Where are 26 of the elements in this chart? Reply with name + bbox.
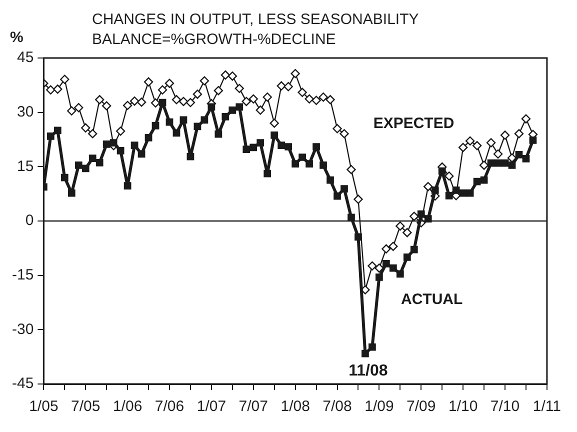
x-tick-label: 1/09 xyxy=(364,398,394,416)
chart-subtitle: BALANCE=%GROWTH-%DECLINE xyxy=(92,31,336,48)
x-tick-label: 7/06 xyxy=(154,398,184,416)
y-tick-label: 45 xyxy=(16,49,34,66)
y-tick-label: 30 xyxy=(16,103,34,120)
x-tick-label: 7/07 xyxy=(238,398,268,416)
x-tick-label: 1/05 xyxy=(29,398,58,416)
y-tick-label: -30 xyxy=(12,320,34,338)
chart-title: CHANGES IN OUTPUT, LESS SEASONABILITY xyxy=(92,11,419,28)
annotation: 11/08 xyxy=(348,362,388,380)
y-axis-title: % xyxy=(10,29,24,46)
y-tick-label: -15 xyxy=(12,266,34,284)
series-label: ACTUAL xyxy=(401,291,463,308)
series-label: EXPECTED xyxy=(373,115,454,132)
y-tick-label: 15 xyxy=(16,158,34,175)
x-tick-label: 7/09 xyxy=(406,398,436,416)
x-tick-label: 1/08 xyxy=(280,398,310,416)
y-tick-label: -45 xyxy=(12,375,34,392)
x-tick-label: 1/10 xyxy=(448,398,478,416)
x-tick-label: 7/05 xyxy=(71,398,100,416)
x-tick-label: 7/10 xyxy=(490,398,520,416)
x-tick-label: 1/07 xyxy=(196,398,226,416)
x-tick-label: 1/11 xyxy=(532,398,562,416)
x-tick-label: 1/06 xyxy=(112,398,142,416)
x-tick-label: 7/08 xyxy=(322,398,352,416)
y-tick-label: 0 xyxy=(25,212,34,230)
